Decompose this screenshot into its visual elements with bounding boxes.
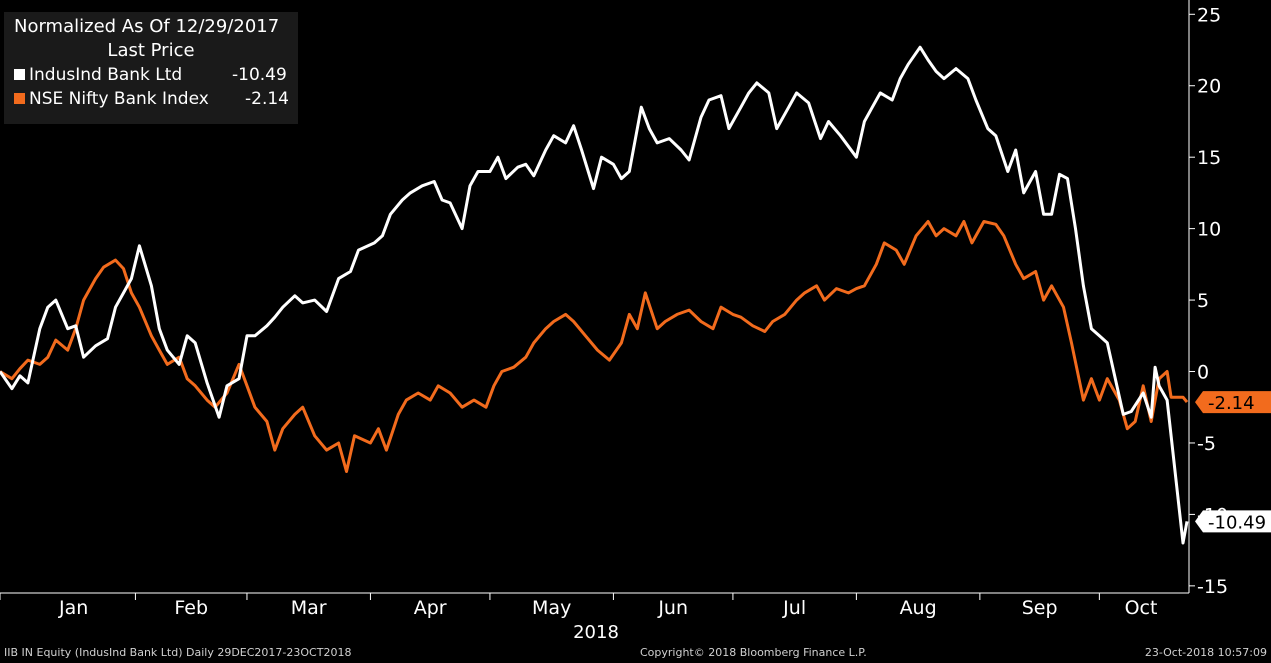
last-value-label: -2.14 [1208, 393, 1255, 414]
legend-entry-value: -10.49 [232, 65, 287, 85]
legend-entry: IndusInd Bank Ltd [14, 65, 182, 85]
x-axis-label: 2018 [573, 622, 619, 643]
x-tick-label: Feb [174, 597, 208, 619]
y-tick-label: 0 [1197, 362, 1209, 384]
series-line-nifty-bank [0, 220, 1189, 473]
last-value-tag [1195, 510, 1271, 533]
y-tick-label: 15 [1197, 147, 1221, 169]
legend-title: Normalized As Of 12/29/2017 [14, 16, 280, 37]
x-tick-label: Apr [414, 597, 447, 619]
y-tick-label: -15 [1197, 576, 1228, 598]
series-line-indusind [0, 45, 1189, 545]
y-tick-label: -5 [1197, 433, 1216, 455]
last-value-label: -10.49 [1208, 512, 1266, 533]
y-tick-label: 5 [1197, 290, 1209, 312]
legend-entry-name: IndusInd Bank Ltd [29, 65, 183, 85]
x-tick-label: Jul [782, 597, 806, 619]
legend-entry-name: NSE Nifty Bank Index [29, 89, 209, 109]
last-value-tag [1195, 391, 1271, 414]
x-tick-label: Mar [291, 597, 327, 619]
y-tick-label: 25 [1197, 4, 1221, 26]
last-value-labels: -10.49 -2.14 [1195, 391, 1271, 533]
y-tick-label: 10 [1197, 219, 1221, 241]
footer-right: 23-Oct-2018 10:57:09 [1144, 646, 1267, 659]
legend-subtitle: Last Price [107, 40, 195, 61]
x-tick-label: Jun [657, 597, 688, 619]
footer-left: IIB IN Equity (IndusInd Bank Ltd) Daily … [4, 646, 352, 659]
axes [0, 0, 1190, 594]
x-tick-label: Aug [900, 597, 937, 619]
x-ticks: Jan Feb Mar Apr May Jun Jul Aug Sep Oct [0, 593, 1157, 619]
x-tick-label: Oct [1125, 597, 1158, 619]
legend-swatch-white [14, 69, 25, 80]
x-tick-label: Jan [58, 597, 88, 619]
legend-entry-value: -2.14 [245, 89, 289, 109]
y-tick-label: 20 [1197, 76, 1221, 98]
legend-entry: NSE Nifty Bank Index [14, 89, 209, 109]
footer-center: Copyright© 2018 Bloomberg Finance L.P. [640, 646, 867, 659]
legend-swatch-orange [14, 93, 25, 104]
legend: Normalized As Of 12/29/2017 Last Price I… [4, 12, 298, 124]
x-tick-label: Sep [1022, 597, 1058, 619]
series-layer [0, 45, 1189, 545]
x-tick-label: May [532, 597, 571, 619]
